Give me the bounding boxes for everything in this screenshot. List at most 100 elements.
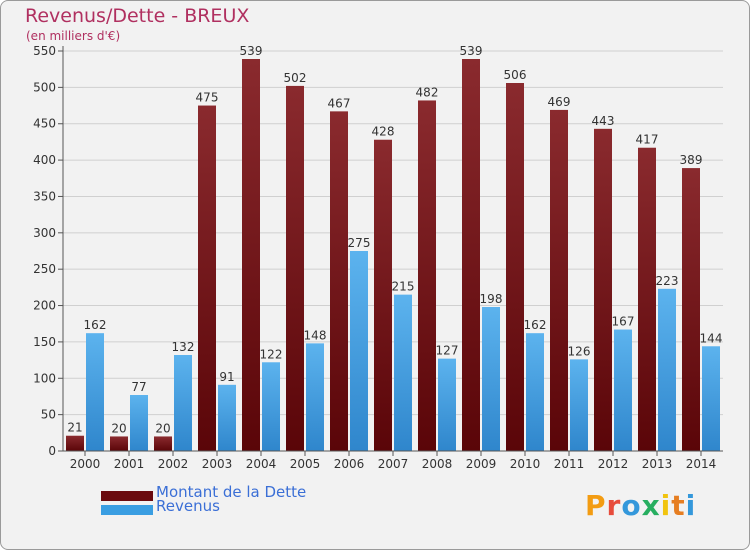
bar-debt-2003: [198, 105, 216, 451]
y-tick-label: 100: [33, 371, 56, 385]
bar-debt-2008: [418, 100, 436, 452]
data-label-debt-2004: 539: [240, 44, 263, 58]
logo-letter: i: [685, 489, 697, 522]
x-tick-label: 2009: [466, 457, 497, 471]
chart-subtitle: (en milliers d'€): [26, 29, 121, 43]
data-label-debt-2006: 467: [328, 96, 351, 110]
bars: [66, 59, 720, 452]
data-label-debt-2002: 20: [155, 421, 170, 435]
bar-debt-2011: [550, 109, 568, 451]
logo-letter: o: [621, 489, 642, 522]
data-label-revenus-2002: 132: [172, 340, 195, 354]
data-label-revenus-2001: 77: [131, 380, 146, 394]
x-tick-label: 2011: [554, 457, 585, 471]
data-label-debt-2007: 428: [372, 125, 395, 139]
legend-label-debt: Montant de la Dette: [156, 483, 307, 501]
x-tick-label: 2008: [422, 457, 453, 471]
data-label-revenus-2006: 275: [348, 236, 371, 250]
bar-revenus-2011: [570, 359, 588, 451]
data-label-debt-2008: 482: [416, 85, 439, 99]
y-tick-label: 150: [33, 335, 56, 349]
y-axis-ticks: 0 50 100 150 200 250 300 350 400 450 500 550: [33, 44, 63, 458]
logo-letter: t: [671, 489, 686, 522]
x-tick-label: 2007: [378, 457, 409, 471]
data-label-revenus-2011: 126: [568, 344, 591, 358]
chart-title: Revenus/Dette - BREUX: [25, 5, 250, 27]
data-label-revenus-2010: 162: [524, 318, 547, 332]
bar-revenus-2001: [130, 395, 148, 451]
x-tick-label: 2005: [290, 457, 321, 471]
bar-revenus-2003: [218, 384, 236, 451]
data-label-debt-2005: 502: [284, 71, 307, 85]
bar-debt-2002: [154, 436, 172, 451]
bar-debt-2000: [66, 435, 84, 451]
bar-revenus-2010: [526, 333, 544, 451]
x-tick-label: 2000: [70, 457, 101, 471]
y-tick-label: 200: [33, 299, 56, 313]
x-tick-label: 2013: [642, 457, 673, 471]
bar-debt-2004: [242, 59, 260, 451]
data-label-debt-2014: 389: [680, 153, 703, 167]
bar-debt-2013: [638, 147, 656, 451]
y-tick-label: 400: [33, 153, 56, 167]
data-label-debt-2011: 469: [548, 95, 571, 109]
data-label-revenus-2003: 91: [219, 370, 234, 384]
data-label-revenus-2000: 162: [84, 318, 107, 332]
bar-debt-2010: [506, 83, 524, 451]
y-tick-label: 550: [33, 44, 56, 58]
bar-revenus-2006: [350, 251, 368, 451]
data-label-debt-2013: 417: [636, 133, 659, 147]
bar-debt-2006: [330, 111, 348, 451]
logo-letter: x: [641, 489, 661, 522]
data-label-revenus-2005: 148: [304, 328, 327, 342]
data-label-revenus-2008: 127: [436, 344, 459, 358]
axes: [62, 46, 723, 452]
bar-revenus-2012: [614, 329, 632, 451]
x-tick-label: 2003: [202, 457, 233, 471]
data-label-revenus-2014: 144: [700, 331, 723, 345]
x-axis-ticks: 2000 2001 2002 2003 2004 2005 2006 2007 2008 2009…: [70, 451, 717, 471]
x-tick-label: 2004: [246, 457, 277, 471]
x-tick-label: 2006: [334, 457, 365, 471]
data-label-debt-2000: 21: [67, 421, 82, 435]
y-tick-label: 300: [33, 226, 56, 240]
data-label-revenus-2007: 215: [392, 280, 415, 294]
y-tick-label: 250: [33, 262, 56, 276]
y-tick-label: 500: [33, 80, 56, 94]
data-label-debt-2012: 443: [592, 114, 615, 128]
y-tick-label: 450: [33, 117, 56, 131]
x-tick-label: 2002: [158, 457, 189, 471]
bar-debt-2005: [286, 85, 304, 451]
bar-revenus-2005: [306, 343, 324, 451]
legend-swatch-debt: [101, 491, 153, 501]
data-label-revenus-2012: 167: [612, 315, 635, 329]
bar-revenus-2009: [482, 307, 500, 451]
data-label-debt-2010: 506: [504, 68, 527, 82]
legend-label-revenus: Revenus: [156, 497, 220, 515]
bar-debt-2007: [374, 139, 392, 451]
x-tick-label: 2010: [510, 457, 541, 471]
data-label-debt-2009: 539: [460, 44, 483, 58]
data-label-debt-2003: 475: [196, 91, 219, 105]
bar-revenus-2008: [438, 358, 456, 451]
y-tick-label: 350: [33, 189, 56, 203]
y-tick-label: 0: [48, 444, 56, 458]
bar-debt-2014: [682, 168, 700, 451]
bar-revenus-2000: [86, 333, 104, 451]
bar-revenus-2007: [394, 294, 412, 451]
data-labels: 21 162 20 77 20 132 475 91 539 122 502 148 467 275 428…: [67, 44, 722, 435]
bar-revenus-2014: [702, 346, 720, 451]
legend-swatch-revenus: [101, 505, 153, 515]
data-label-revenus-2004: 122: [260, 347, 283, 361]
proxiti-logo: Proxiti: [585, 489, 696, 522]
grid-lines: [63, 50, 723, 452]
bar-revenus-2002: [174, 355, 192, 451]
bar-revenus-2004: [262, 362, 280, 451]
x-tick-label: 2014: [686, 457, 717, 471]
x-tick-label: 2012: [598, 457, 629, 471]
data-label-revenus-2013: 223: [656, 274, 679, 288]
data-label-debt-2001: 20: [111, 421, 126, 435]
bar-revenus-2013: [658, 288, 676, 451]
